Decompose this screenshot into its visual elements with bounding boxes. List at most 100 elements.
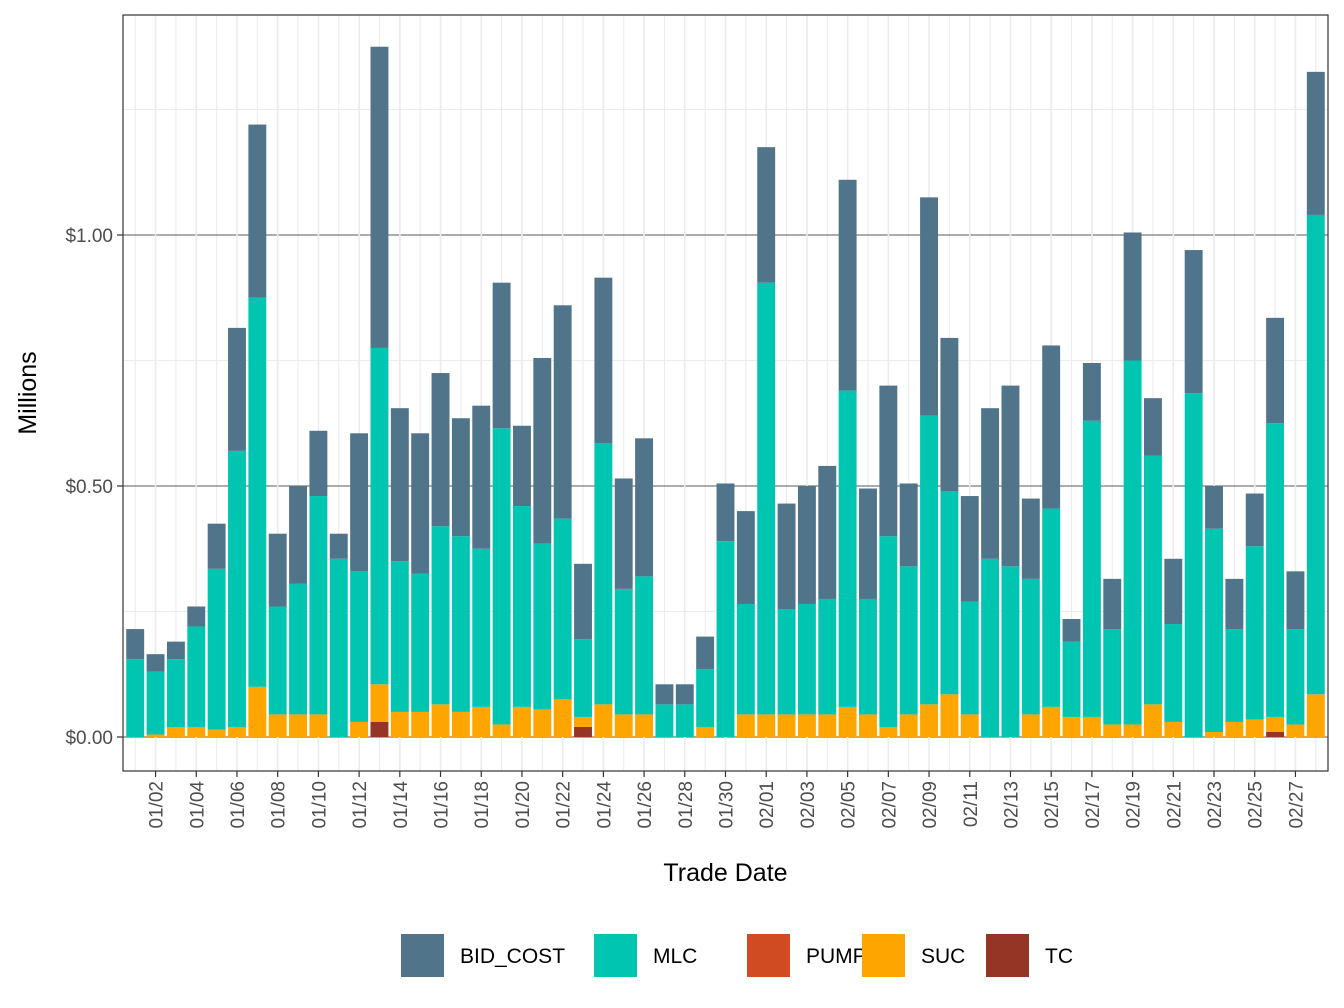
x-tick-label: 02/03 xyxy=(798,781,819,829)
bar-mlc xyxy=(329,558,348,737)
bar-suc xyxy=(289,714,308,737)
bar-suc xyxy=(451,711,470,737)
bar-suc xyxy=(390,711,409,737)
x-tick-label: 02/13 xyxy=(1001,781,1022,829)
x-tick-label: 02/21 xyxy=(1164,781,1185,829)
bar-suc xyxy=(1042,706,1061,737)
bar-bid-cost xyxy=(1062,619,1081,642)
bar-bid-cost xyxy=(981,408,1000,559)
bar-mlc xyxy=(309,496,328,715)
bar-mlc xyxy=(1123,360,1142,725)
bar-suc xyxy=(472,706,491,737)
bar-bid-cost xyxy=(1266,317,1285,424)
bar-suc xyxy=(228,726,246,737)
bar-mlc xyxy=(390,561,409,712)
bar-bid-cost xyxy=(228,327,246,451)
legend-key-suc xyxy=(862,934,905,977)
bar-mlc xyxy=(1103,629,1122,725)
x-tick-label: 01/22 xyxy=(554,781,575,829)
y-tick-label: $0.50 xyxy=(65,477,113,498)
x-tick-label: 02/17 xyxy=(1083,781,1104,829)
bar-suc xyxy=(533,709,552,737)
bar-bid-cost xyxy=(411,433,430,574)
bar-bid-cost xyxy=(1123,232,1142,361)
bar-bid-cost xyxy=(716,483,735,542)
bar-bid-cost xyxy=(614,478,633,589)
bar-tc xyxy=(574,726,592,737)
y-tick-label: $0.00 xyxy=(65,728,113,749)
bar-mlc xyxy=(981,558,1000,737)
bar-suc xyxy=(899,714,918,737)
bar-bid-cost xyxy=(146,654,165,672)
x-tick-label: 01/20 xyxy=(513,781,534,829)
bar-suc xyxy=(940,694,959,737)
bar-suc xyxy=(777,714,796,737)
bar-suc xyxy=(859,714,877,737)
bar-mlc xyxy=(1225,629,1244,722)
bar-bid-cost xyxy=(838,179,857,391)
bar-bid-cost xyxy=(309,430,328,497)
bar-mlc xyxy=(451,536,470,712)
x-tick-label: 01/16 xyxy=(432,781,453,829)
bar-mlc xyxy=(879,536,898,727)
bar-bid-cost xyxy=(797,486,816,604)
bar-suc xyxy=(696,726,715,737)
bar-bid-cost xyxy=(757,147,776,283)
bar-mlc xyxy=(594,443,613,705)
bar-bid-cost xyxy=(574,563,592,640)
bar-suc xyxy=(1245,719,1264,737)
bar-mlc xyxy=(492,428,511,725)
bar-suc xyxy=(838,706,857,737)
bar-suc xyxy=(574,716,592,727)
bar-suc xyxy=(492,724,511,737)
y-axis: $0.00 $0.50 $1.00 xyxy=(65,226,123,749)
bar-bid-cost xyxy=(268,533,287,607)
bar-suc xyxy=(146,734,165,737)
bar-bid-cost xyxy=(1245,493,1264,547)
bar-mlc xyxy=(614,588,633,715)
bar-mlc xyxy=(777,608,796,715)
bar-mlc xyxy=(960,601,979,715)
bar-mlc xyxy=(655,704,674,737)
bar-bid-cost xyxy=(472,405,491,549)
bar-mlc xyxy=(940,491,959,695)
bar-suc xyxy=(1266,716,1285,732)
bar-bid-cost xyxy=(329,533,348,559)
bar-suc xyxy=(1103,724,1122,737)
bar-mlc xyxy=(207,568,226,730)
bar-bid-cost xyxy=(492,282,511,429)
bar-bid-cost xyxy=(207,523,226,569)
legend-label: BID_COST xyxy=(460,945,565,968)
legend-key-mlc xyxy=(594,934,637,977)
bar-mlc xyxy=(1205,528,1223,732)
bar-suc xyxy=(960,714,979,737)
bar-suc xyxy=(1062,716,1081,737)
bar-mlc xyxy=(268,606,287,715)
bar-bid-cost xyxy=(1021,498,1040,579)
bar-suc xyxy=(614,714,633,737)
bar-mlc xyxy=(533,543,552,710)
bar-mlc xyxy=(574,639,592,717)
bar-mlc xyxy=(675,704,694,737)
x-tick-label: 01/12 xyxy=(350,781,371,829)
bar-mlc xyxy=(920,415,939,705)
bar-suc xyxy=(1205,731,1223,737)
bar-tc xyxy=(370,721,389,737)
bar-tc xyxy=(1266,731,1285,737)
bar-bid-cost xyxy=(1082,363,1101,421)
x-tick-label: 01/18 xyxy=(472,781,493,829)
bar-mlc xyxy=(512,506,531,707)
bar-bid-cost xyxy=(696,636,715,670)
bar-mlc xyxy=(1184,393,1203,737)
x-tick-label: 02/27 xyxy=(1286,781,1307,829)
legend-key-pump xyxy=(747,934,790,977)
x-tick-label: 02/05 xyxy=(839,781,860,829)
bar-suc xyxy=(1143,704,1162,737)
bar-bid-cost xyxy=(940,337,959,492)
legend: BID_COST MLC PUMP SUC TC xyxy=(401,934,1073,977)
bar-mlc xyxy=(635,576,654,715)
x-tick-label: 02/07 xyxy=(879,781,900,829)
bar-mlc xyxy=(1164,624,1183,722)
bar-suc xyxy=(1082,716,1101,737)
